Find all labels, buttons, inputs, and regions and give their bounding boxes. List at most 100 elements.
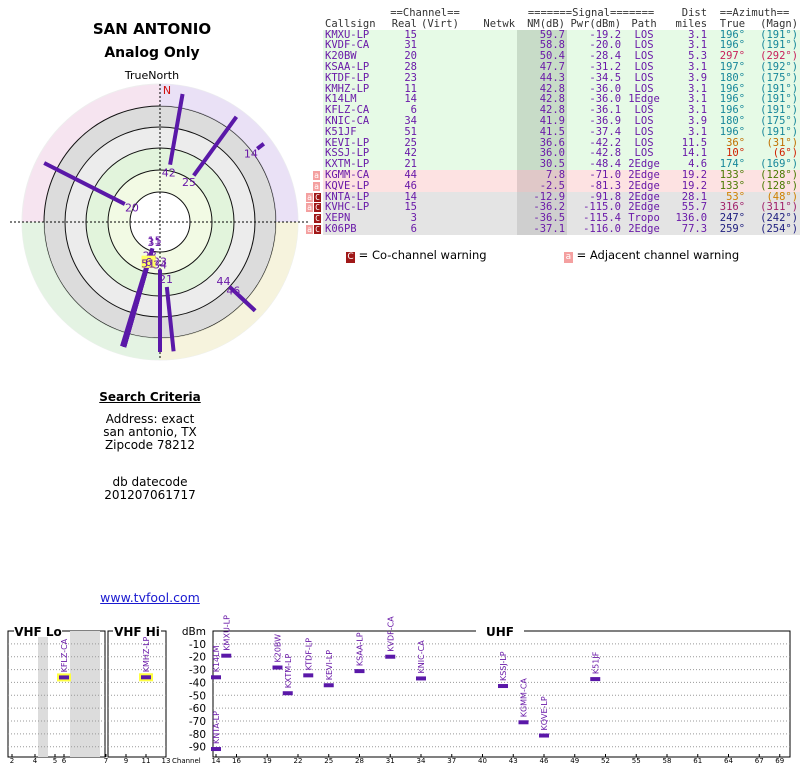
x-tick-label: 55 (632, 757, 641, 765)
channel-real: 42 (385, 148, 419, 160)
channel-real: 20 (385, 51, 419, 62)
distance: 14.1 (665, 148, 710, 160)
network (465, 40, 518, 52)
azimuth-true: 10° (709, 148, 748, 160)
station-row: KSSJ-LP 42 36.0 -42.8 LOS 14.1 10° (6°) (303, 148, 800, 160)
site-link[interactable]: www.tvfool.com (100, 590, 200, 605)
x-tick-label: 52 (601, 757, 610, 765)
distance: 19.2 (665, 169, 710, 181)
warning-cell (303, 159, 323, 170)
spectrum-callsign: KQVE-LP (540, 696, 549, 730)
x-tick-label: 13 (162, 757, 171, 765)
channel-real: 44 (385, 169, 419, 181)
spectrum-callsign: KEVI-LP (325, 650, 334, 680)
signal-bar (590, 677, 601, 682)
y-tick-label: -60 (189, 703, 206, 715)
noise-margin: 41.5 (517, 126, 568, 138)
azimuth-magnetic: (6°) (747, 148, 800, 160)
azimuth-true: 196° (709, 105, 748, 116)
station-row: a C K06PB 6 -37.1 -116.0 2Edge 77.3 259° (254°) (303, 223, 800, 235)
station-row: C XEPN 3 -36.5 -115.4 Tropo 136.0 247° (242°) (303, 213, 800, 224)
warning-cell (303, 105, 323, 116)
power: -36.9 (567, 115, 624, 127)
distance: 3.1 (665, 83, 710, 95)
header: (Virt) (421, 18, 459, 30)
path: LOS (623, 137, 666, 149)
spectrum-callsign: KSSJ-LP (499, 651, 508, 681)
group-header-row: ==Channel== =======Signal======= Dist ==… (303, 8, 800, 19)
channel-virt (419, 72, 466, 84)
polar-channel-label: 20 (125, 202, 139, 215)
network (465, 191, 518, 203)
signal-bar (303, 673, 314, 678)
azimuth-magnetic: (254°) (747, 223, 800, 235)
channel-real: 46 (385, 180, 419, 192)
azimuth-magnetic: (242°) (747, 213, 800, 224)
distance: 3.9 (665, 115, 710, 127)
polar-channel-label: 15 (148, 235, 162, 248)
warning-flag: C (314, 192, 321, 202)
noise-margin: 30.5 (517, 159, 568, 170)
header: (Magn) (760, 18, 799, 30)
power: -31.2 (567, 61, 624, 73)
azimuth-magnetic: (48°) (747, 191, 800, 203)
x-tick-label: 64 (724, 757, 733, 765)
signal-bar (498, 684, 508, 689)
ring-tint (160, 84, 298, 222)
db-label: db datecode (112, 475, 188, 489)
y-tick-label: -40 (189, 677, 206, 689)
azimuth-magnetic: (128°) (747, 180, 800, 192)
station-row: KMHZ-LP 11 42.8 -36.0 LOS 3.1 196° (191°) (303, 83, 800, 95)
signal-bar (354, 669, 365, 674)
path: LOS (623, 51, 666, 62)
path: 2Edge (623, 169, 666, 181)
power: -20.0 (567, 40, 624, 52)
station-ray (168, 93, 185, 166)
channel-real: 15 (385, 202, 419, 214)
distance: 3.1 (665, 61, 710, 73)
noise-margin: 41.9 (517, 115, 568, 127)
distance: 3.1 (665, 105, 710, 116)
x-tick-label: 58 (663, 757, 672, 765)
network (465, 126, 518, 138)
callsign: KXTM-LP (323, 159, 385, 170)
callsign: KNIC-CA (323, 115, 385, 127)
group-header: ==Channel== (390, 8, 460, 19)
north-mark: N (163, 84, 171, 97)
noise-margin: 36.6 (517, 137, 568, 149)
reserved-band (38, 631, 48, 757)
callsign: KGMM-CA (323, 169, 385, 181)
channel-virt (419, 213, 466, 224)
callsign: KSSJ-LP (323, 148, 385, 160)
power: -42.2 (567, 137, 624, 149)
noise-margin: 42.8 (517, 105, 568, 116)
warning-cell (303, 30, 323, 41)
x-tick-label: 5 (53, 757, 57, 765)
power: -36.1 (567, 105, 624, 116)
channel-virt (419, 159, 466, 170)
x-tick-label: 69 (775, 757, 784, 765)
azimuth-true: 133° (709, 180, 748, 192)
y-axis-label: dBm (182, 626, 206, 638)
distance: 3.1 (665, 94, 710, 106)
channel-virt (419, 169, 466, 181)
distance: 3.9 (665, 72, 710, 84)
ring-tint (22, 222, 160, 360)
station-row: K51JF 51 41.5 -37.4 LOS 3.1 196° (191°) (303, 126, 800, 138)
azimuth-magnetic: (31°) (747, 137, 800, 149)
signal-bar (221, 653, 232, 658)
path: LOS (623, 29, 666, 41)
distance: 28.1 (665, 191, 710, 203)
network (465, 83, 518, 95)
signal-bar (272, 665, 283, 670)
spectrum-callsign: KSAA-LP (356, 632, 365, 666)
header: Callsign (325, 18, 376, 30)
azimuth-magnetic: (191°) (747, 40, 800, 52)
station-row: KFLZ-CA 6 42.8 -36.1 LOS 3.1 196° (191°) (303, 105, 800, 116)
network (465, 159, 518, 170)
callsign: KFLZ-CA (323, 105, 385, 116)
band-panel (212, 630, 791, 758)
azimuth-magnetic: (311°) (747, 202, 800, 214)
db-value: 201207061717 (104, 488, 196, 502)
legend-key: C (346, 252, 355, 263)
